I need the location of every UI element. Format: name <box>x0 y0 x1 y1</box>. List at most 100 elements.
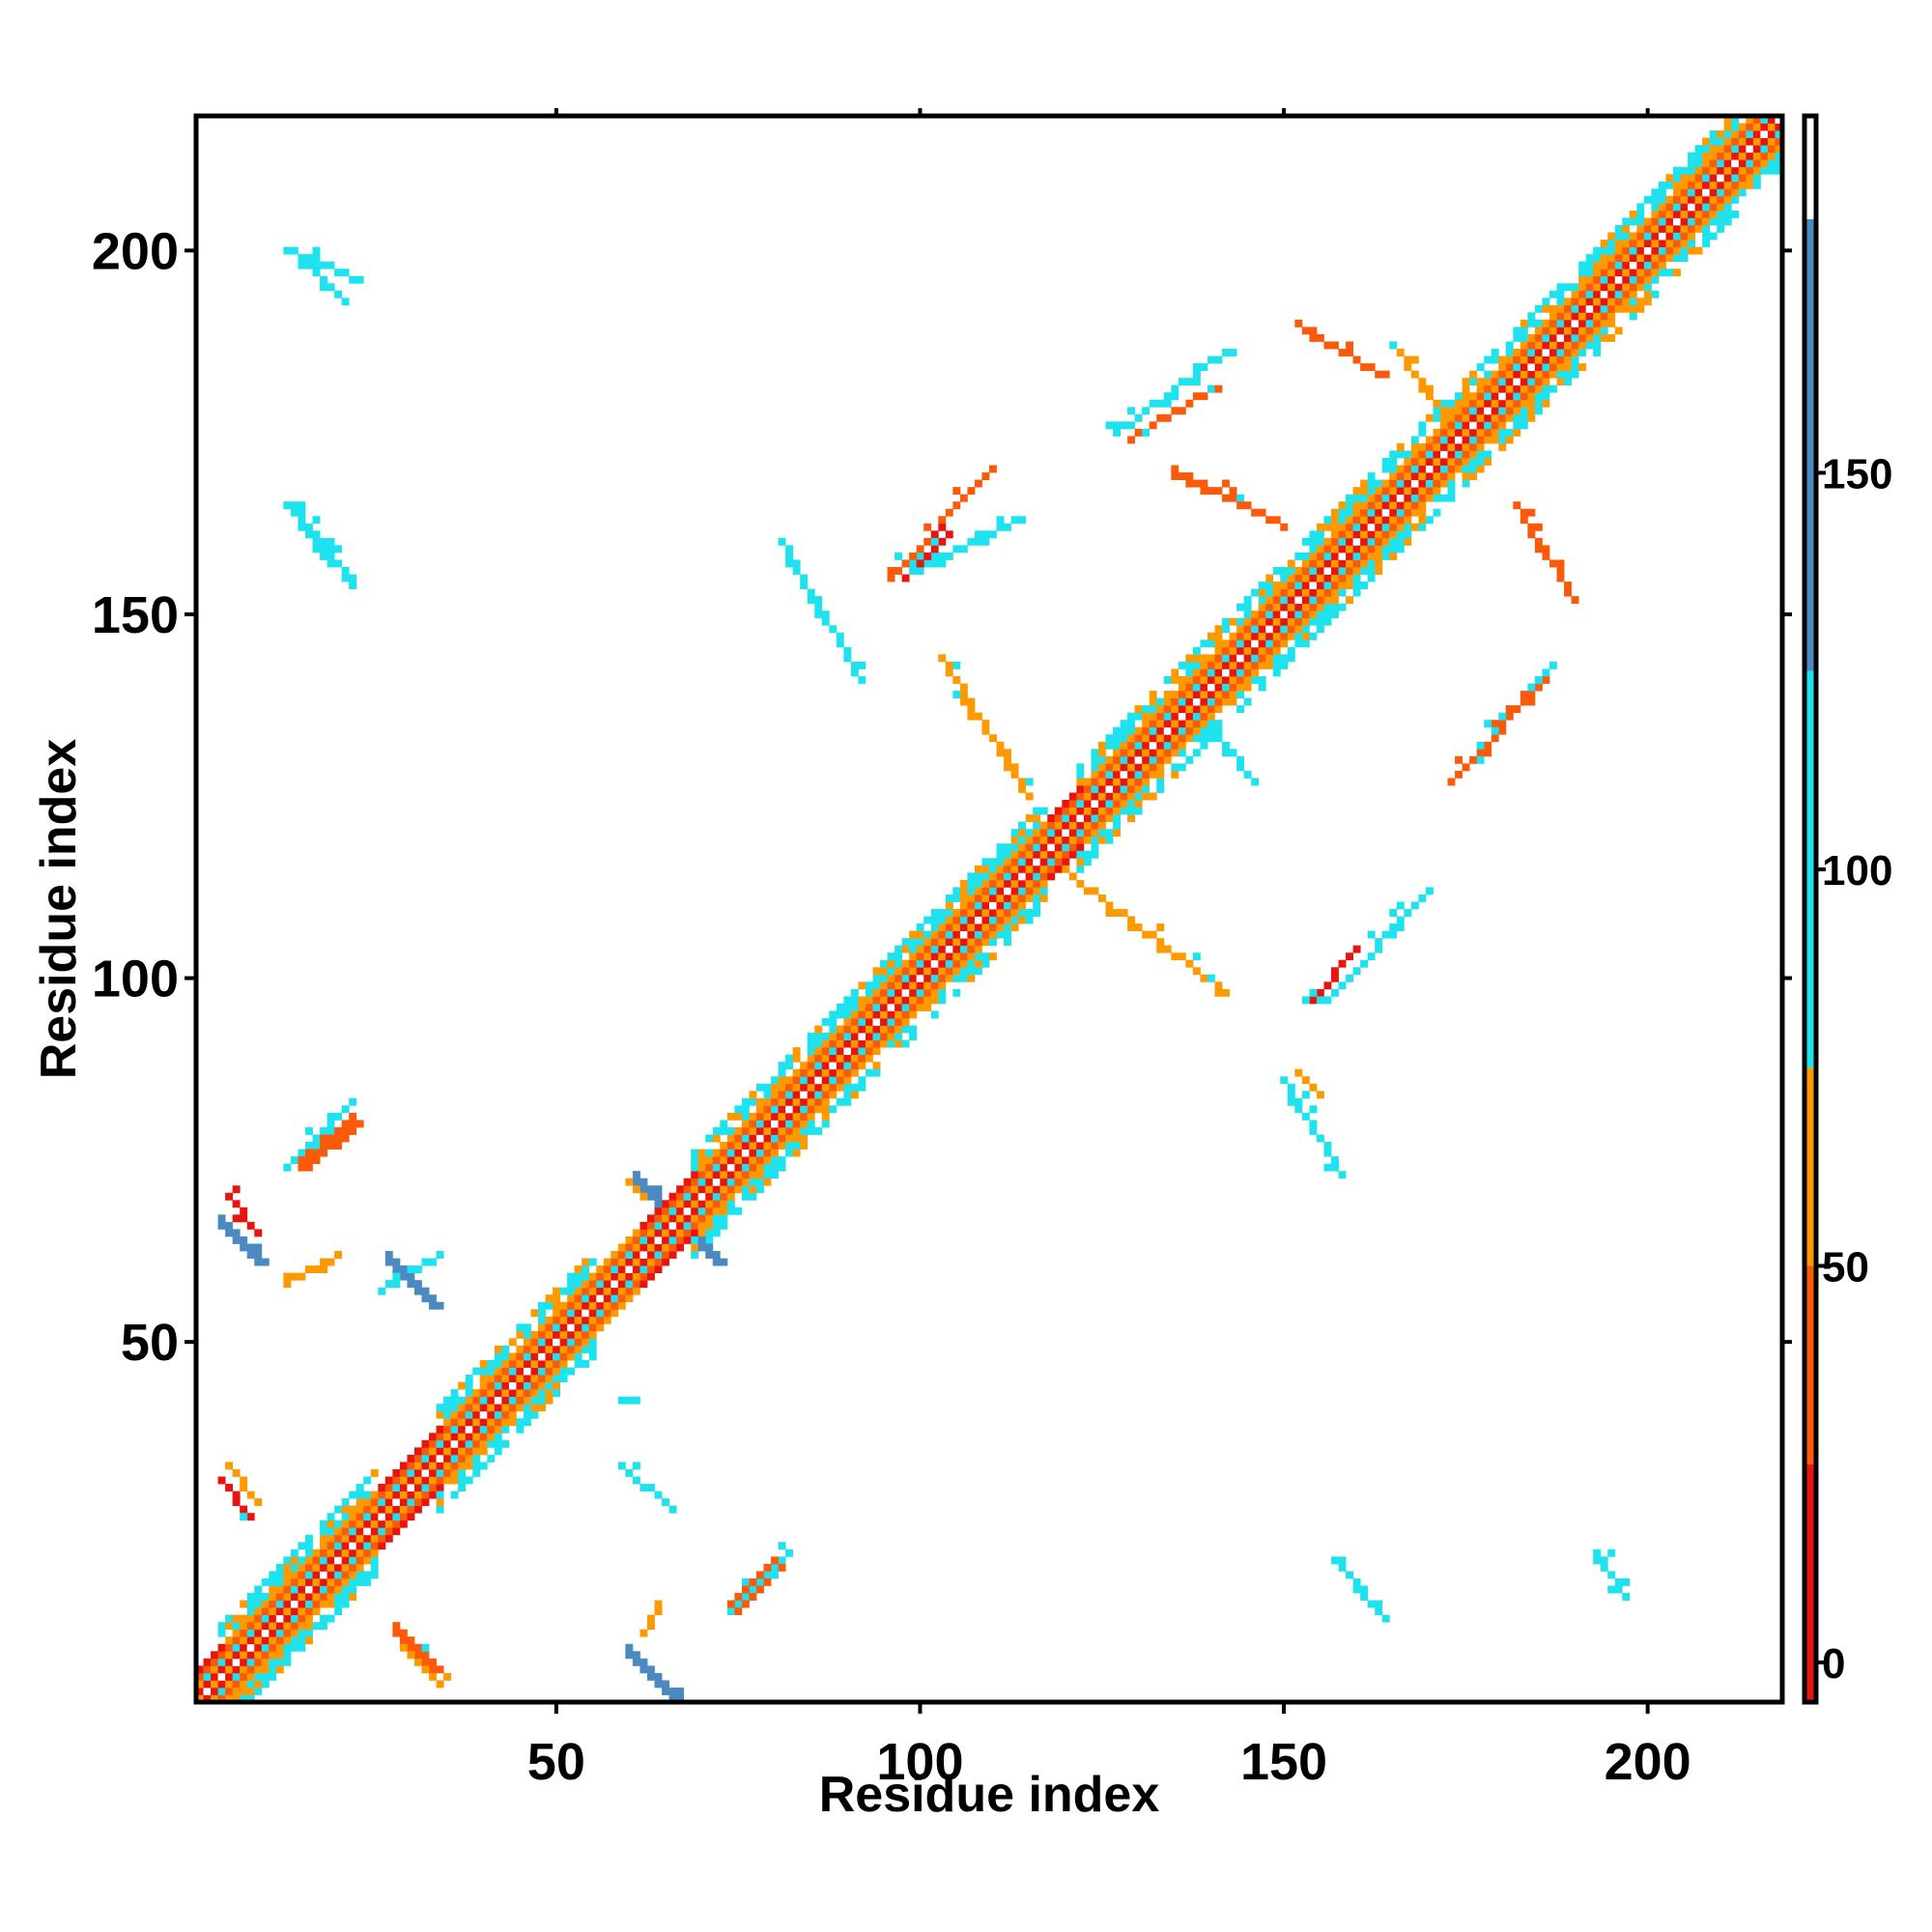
heatmap-cell <box>1491 370 1499 379</box>
heatmap-cell <box>625 1236 634 1244</box>
heatmap-cell <box>370 1491 379 1499</box>
heatmap-cell <box>1542 370 1550 379</box>
heatmap-cell <box>814 1091 823 1099</box>
heatmap-cell <box>1375 1600 1383 1608</box>
heatmap-cell <box>1462 458 1470 466</box>
heatmap-cell <box>1127 784 1136 793</box>
heatmap-cell <box>1076 829 1085 838</box>
heatmap-cell <box>407 1498 415 1507</box>
heatmap-cell <box>1462 472 1470 480</box>
heatmap-cell <box>1455 465 1463 473</box>
heatmap-cell <box>1149 741 1157 750</box>
heatmap-cell <box>1243 683 1252 692</box>
heatmap-cell <box>1520 341 1528 350</box>
heatmap-cell <box>1316 611 1324 619</box>
heatmap-cell <box>327 545 335 554</box>
heatmap-cell <box>1665 195 1674 204</box>
heatmap-cell <box>989 938 997 947</box>
heatmap-cell <box>1265 632 1274 640</box>
heatmap-cell <box>1156 413 1165 422</box>
heatmap-cell <box>1433 407 1441 415</box>
heatmap-cell <box>384 1498 393 1507</box>
heatmap-cell <box>1251 646 1260 655</box>
heatmap-cell <box>901 559 910 568</box>
heatmap-cell <box>582 1323 590 1332</box>
heatmap-cell <box>320 537 327 546</box>
heatmap-cell <box>384 1251 393 1259</box>
heatmap-cell <box>1694 246 1703 255</box>
heatmap-cell <box>232 1658 241 1666</box>
heatmap-cell <box>1309 1105 1318 1114</box>
heatmap-cell <box>298 1585 306 1594</box>
heatmap-cell <box>800 1134 809 1143</box>
heatmap-cell <box>254 1622 263 1631</box>
heatmap-cell <box>413 1287 422 1295</box>
heatmap-cell <box>1163 741 1172 750</box>
heatmap-cell <box>938 559 947 568</box>
heatmap-cell <box>1149 792 1157 801</box>
heatmap-cell <box>1265 654 1274 663</box>
heatmap-cell <box>429 1484 437 1492</box>
heatmap-cell <box>494 1352 502 1361</box>
heatmap-cell <box>1513 384 1521 393</box>
heatmap-cell <box>895 1003 903 1011</box>
heatmap-cell <box>858 1033 867 1040</box>
heatmap-cell <box>341 1505 350 1514</box>
heatmap-cell <box>800 1091 809 1099</box>
heatmap-cell <box>436 1404 444 1412</box>
heatmap-cell <box>1025 865 1034 873</box>
heatmap-cell <box>327 283 335 292</box>
heatmap-cell <box>1491 399 1499 408</box>
heatmap-cell <box>938 916 947 924</box>
heatmap-cell <box>1200 487 1208 496</box>
heatmap-cell <box>1323 603 1332 611</box>
heatmap-cell <box>1272 654 1281 663</box>
heatmap-cell <box>800 1105 809 1114</box>
heatmap-cell <box>1629 217 1637 226</box>
heatmap-cell <box>974 865 982 873</box>
heatmap-cell <box>691 1171 699 1179</box>
heatmap-cell <box>662 1236 669 1244</box>
heatmap-cell <box>1033 858 1041 867</box>
heatmap-cell <box>1149 734 1157 743</box>
heatmap-cell <box>1163 675 1172 684</box>
heatmap-cell <box>1185 726 1194 735</box>
heatmap-cell <box>298 1593 306 1601</box>
heatmap-cell <box>508 1381 517 1390</box>
heatmap-cell <box>1542 552 1550 560</box>
heatmap-cell <box>1404 494 1412 502</box>
heatmap-cell <box>763 1178 772 1186</box>
heatmap-cell <box>771 1120 779 1128</box>
heatmap-cell <box>705 1229 714 1237</box>
heatmap-cell <box>1200 639 1208 648</box>
heatmap-cell <box>421 1491 430 1499</box>
heatmap-cell <box>1585 261 1594 270</box>
heatmap-cell <box>1120 741 1128 750</box>
heatmap-cell <box>275 1643 284 1652</box>
heatmap-cell <box>1134 770 1143 779</box>
heatmap-cell <box>298 1571 306 1579</box>
heatmap-cell <box>1076 778 1085 786</box>
heatmap-cell <box>814 1068 823 1077</box>
heatmap-cell <box>923 559 932 568</box>
heatmap-cell <box>225 1694 234 1703</box>
heatmap-cell <box>1410 508 1419 517</box>
heatmap-cell <box>254 1593 263 1601</box>
heatmap-cell <box>413 1468 422 1477</box>
heatmap-cell <box>1097 755 1106 764</box>
heatmap-cell <box>639 1258 648 1266</box>
heatmap-cell <box>450 1433 459 1441</box>
heatmap-cell <box>1178 675 1186 684</box>
heatmap-cell <box>458 1396 467 1405</box>
heatmap-cell <box>1425 487 1434 496</box>
heatmap-cell <box>574 1323 582 1332</box>
heatmap-cell <box>836 1054 844 1063</box>
heatmap-cell <box>1171 384 1179 393</box>
heatmap-cell <box>1280 617 1289 626</box>
heatmap-cell <box>1418 516 1427 525</box>
heatmap-cell <box>1156 734 1165 743</box>
heatmap-cell <box>1091 778 1099 786</box>
heatmap-cell <box>938 938 947 947</box>
heatmap-cell <box>1185 720 1194 728</box>
heatmap-cell <box>1236 763 1245 772</box>
